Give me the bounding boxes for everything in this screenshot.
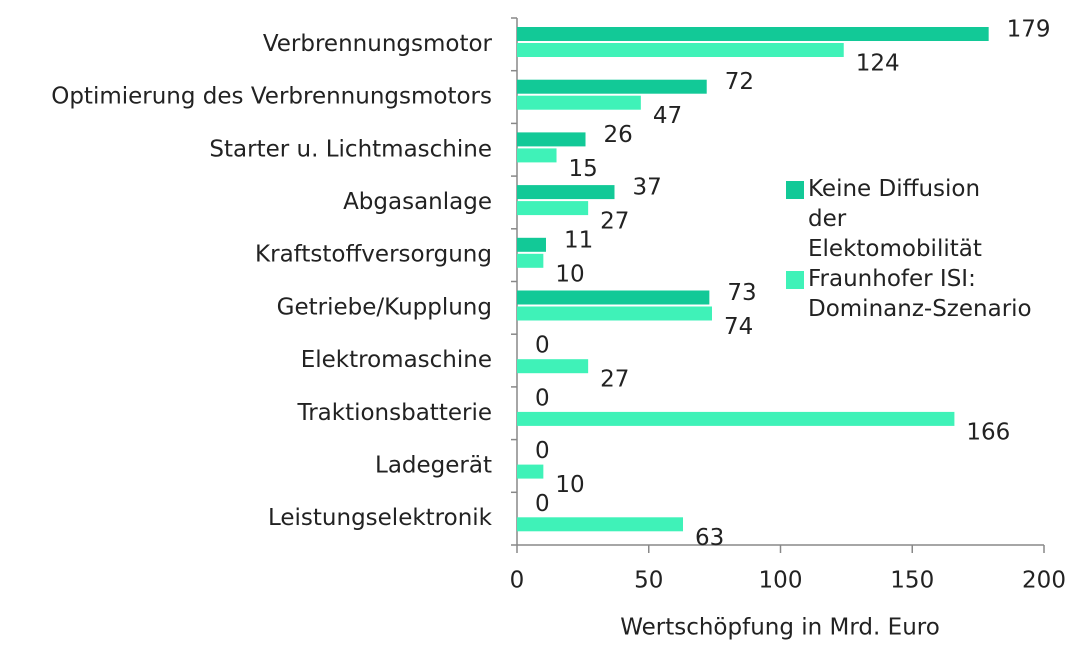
y-tick-label: Starter u. Lichtmaschine — [209, 136, 492, 162]
y-tick-label: Leistungselektronik — [268, 505, 493, 531]
y-tick-label: Kraftstoffversorgung — [255, 242, 492, 268]
value-label: 179 — [1007, 17, 1051, 43]
value-label: 166 — [966, 419, 1010, 445]
y-tick-label: Elektromaschine — [301, 347, 492, 373]
value-label: 47 — [653, 103, 682, 129]
value-label: 74 — [724, 314, 753, 340]
x-tick-label: 50 — [634, 568, 663, 594]
legend: Keine Diffusion der Elektomobilität Fraun… — [784, 174, 1054, 324]
x-axis-title: Wertschöpfung in Mrd. Euro — [620, 615, 940, 641]
legend-label: Keine Diffusion der Elektomobilität — [808, 176, 982, 262]
value-label: 0 — [535, 491, 550, 517]
x-tick-label: 200 — [1022, 568, 1066, 594]
y-tick-label: Traktionsbatterie — [297, 400, 492, 426]
bar — [517, 290, 710, 305]
value-label: 124 — [856, 51, 900, 77]
y-tick-label: Optimierung des Verbrennungsmotors — [51, 84, 492, 110]
value-label: 27 — [600, 367, 629, 393]
value-label: 0 — [535, 438, 550, 464]
value-label: 63 — [695, 525, 724, 551]
y-tick-label: Ladegerät — [375, 452, 492, 478]
value-label: 72 — [725, 69, 754, 95]
legend-item: Keine Diffusion der Elektomobilität — [784, 174, 1054, 264]
bar — [517, 464, 544, 479]
value-label: 0 — [535, 385, 550, 411]
legend-item: Fraunhofer ISI: Dominanz-Szenario — [784, 264, 1054, 324]
legend-label: Fraunhofer ISI: Dominanz-Szenario — [808, 266, 1032, 322]
value-label: 37 — [632, 175, 661, 201]
bar — [517, 253, 544, 268]
bar — [517, 185, 615, 200]
y-tick-label: Abgasanlage — [343, 189, 492, 215]
x-tick-label: 100 — [759, 568, 803, 594]
value-label: 11 — [564, 227, 593, 253]
bar — [517, 95, 641, 110]
value-label: 15 — [569, 156, 598, 182]
y-tick-label: Verbrennungsmotor — [263, 31, 493, 57]
value-label: 73 — [727, 280, 756, 306]
y-tick-label: Getriebe/Kupplung — [277, 294, 492, 320]
bar — [517, 148, 557, 163]
bar — [517, 517, 684, 532]
bar — [517, 132, 586, 147]
value-label: 27 — [600, 209, 629, 235]
value-label: 26 — [604, 122, 633, 148]
value-label: 10 — [555, 472, 584, 498]
bar — [517, 411, 955, 426]
bar — [517, 359, 589, 374]
bar — [517, 201, 589, 216]
bar — [517, 306, 712, 321]
x-tick-label: 0 — [510, 568, 525, 594]
bar — [517, 43, 844, 57]
bar — [517, 79, 707, 94]
value-label: 10 — [555, 261, 584, 287]
bar — [517, 27, 989, 41]
bar — [517, 237, 546, 252]
value-label: 0 — [535, 333, 550, 359]
x-tick-label: 150 — [890, 568, 934, 594]
legend-swatch — [786, 181, 804, 199]
legend-swatch — [786, 271, 804, 289]
